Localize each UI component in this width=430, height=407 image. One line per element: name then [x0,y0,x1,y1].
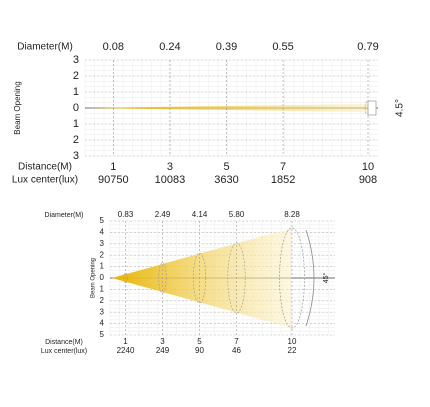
distance-value: 3 [167,161,173,173]
axis-label: 4 [100,228,105,237]
beam-section [123,272,128,284]
beam-cap [367,100,377,116]
axis-label: 2 [73,70,79,82]
lux-value: 10083 [155,174,186,186]
lux-value: 90750 [98,174,129,186]
diameter-value: 2.49 [155,210,171,219]
beam-angle: 45° [322,273,330,284]
distance-value: 1 [123,337,128,346]
axis-label: 0 [73,102,79,114]
distance-label: Distance(M) [45,339,83,346]
axis-label: 1 [73,86,79,98]
axis-label: 3 [73,150,79,162]
axis-label: 3 [100,307,105,316]
lux-value: 1852 [271,174,295,186]
lux-value: 90 [195,346,204,355]
distance-value: 3 [160,337,165,346]
axis-title: Beam Opening [13,81,22,134]
diameter-value: 4.14 [192,210,208,219]
axis-label: 3 [100,239,105,248]
axis-label: 5 [100,330,105,339]
distance-value: 5 [223,161,229,173]
lux-label: Lux center(lux) [41,348,87,355]
axis-label: 2 [100,296,105,305]
lux-value: 249 [156,346,170,355]
axis-label: 2 [73,134,79,146]
axis-label: 5 [100,216,105,225]
diameter-label: Diameter(M) [45,212,84,219]
axis-title: Beam Opening [91,258,97,298]
axis-label: 3 [73,54,79,66]
axis-label: 1 [100,285,105,294]
lux-label: Lux center(lux) [12,175,78,186]
diameter-value: 0.08 [103,41,124,53]
beam-section [227,242,246,314]
distance-value: 7 [234,337,239,346]
axis-label: 1 [73,118,79,130]
axis-label: 1 [100,262,105,271]
distance-label: Distance(M) [18,162,72,173]
lux-value: 22 [288,346,297,355]
beam-section [158,262,167,294]
diameter-value: 5.80 [229,210,245,219]
beam-end [279,227,305,329]
beam-angle: 4.5° [395,99,406,117]
diameter-value: 0.55 [272,41,293,53]
diameter-label: Diameter(M) [17,42,73,53]
diameter-value: 0.24 [159,41,180,53]
axis-label: 0 [100,273,105,282]
beam-cone [112,228,292,328]
axis-label: 4 [100,319,105,328]
diameter-value: 8.28 [284,210,300,219]
lux-value: 46 [232,346,241,355]
beam-section [192,252,207,304]
angle-arc [305,229,315,327]
distance-value: 10 [362,161,374,173]
lux-value: 908 [359,174,377,186]
distance-value: 1 [110,161,116,173]
diameter-value: 0.79 [357,41,378,53]
distance-value: 7 [280,161,286,173]
diameter-value: 0.83 [118,210,134,219]
lux-value: 3630 [214,174,238,186]
distance-value: 5 [197,337,202,346]
beam-cone [87,104,368,112]
diameter-value: 0.39 [216,41,237,53]
distance-value: 10 [288,337,297,346]
axis-label: 2 [100,250,105,259]
lux-value: 2240 [117,346,135,355]
